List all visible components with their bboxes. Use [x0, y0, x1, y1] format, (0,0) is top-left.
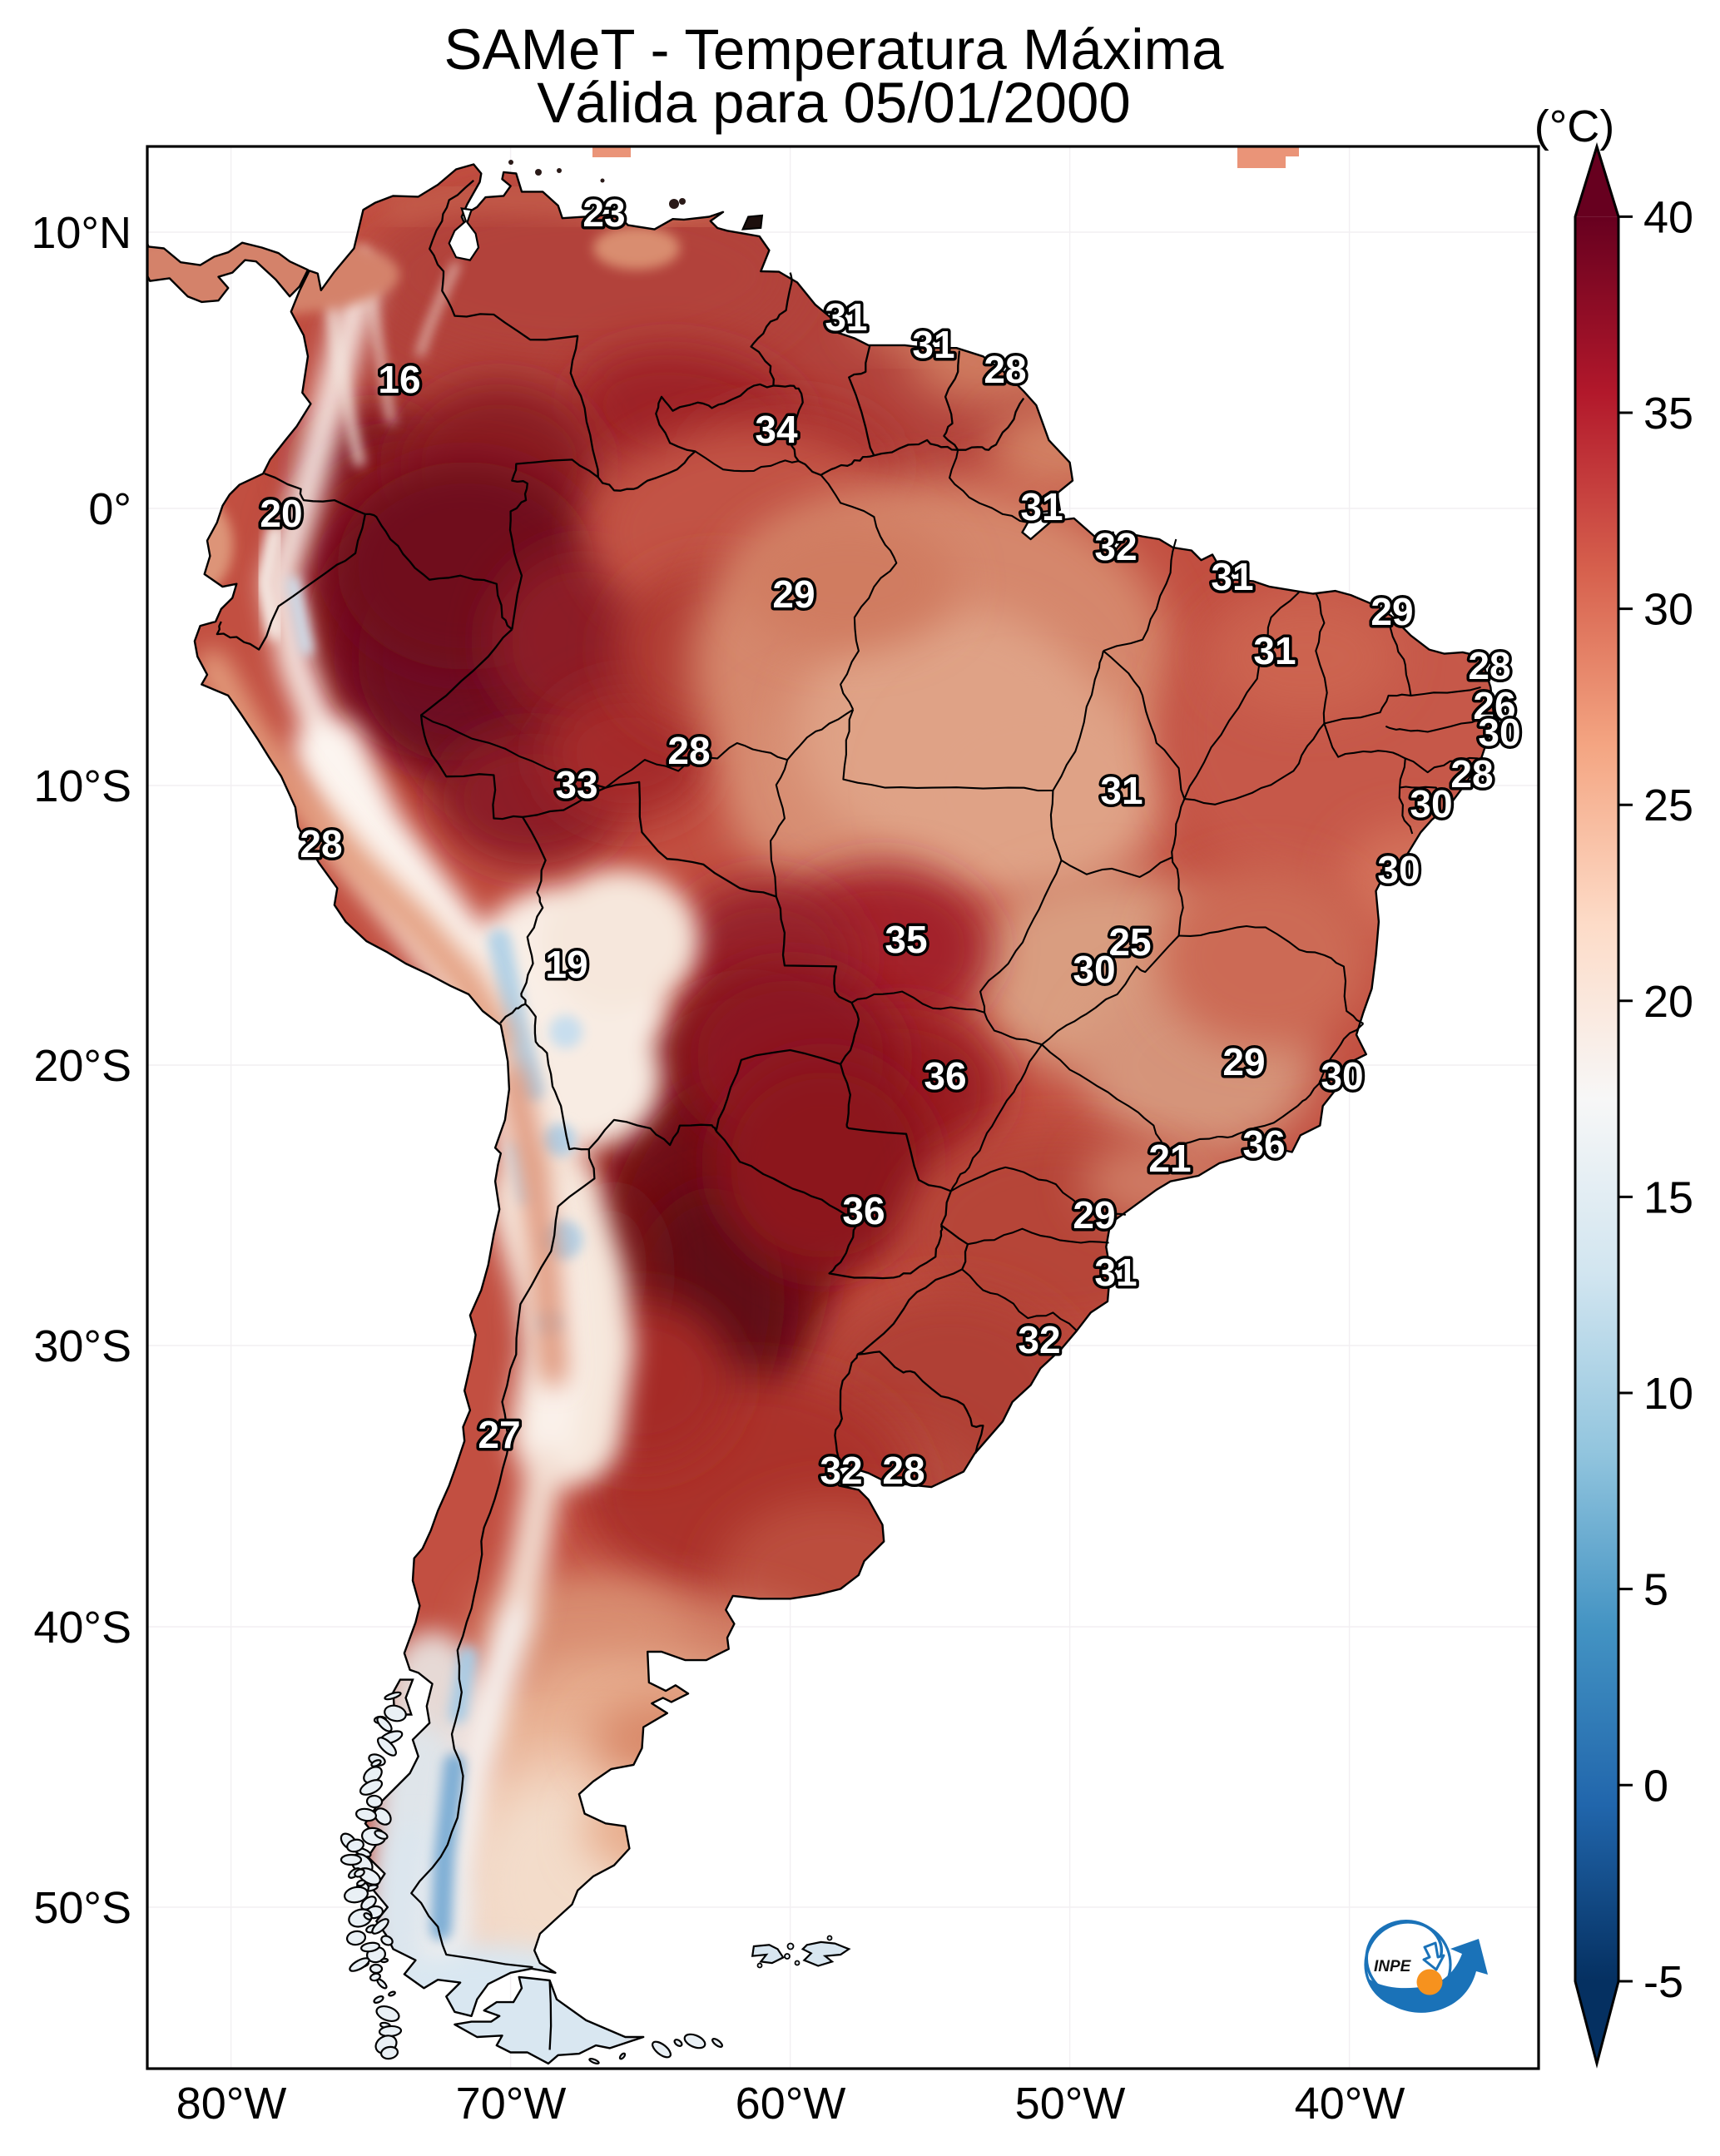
svg-text:50°S: 50°S [33, 1883, 131, 1933]
svg-text:31: 31 [1253, 629, 1296, 672]
svg-text:31: 31 [1020, 485, 1063, 528]
svg-text:SAMeT - Temperatura Máxima: SAMeT - Temperatura Máxima [444, 17, 1225, 82]
svg-text:20°S: 20°S [33, 1041, 131, 1091]
svg-text:Válida para 05/01/2000: Válida para 05/01/2000 [537, 71, 1131, 135]
svg-text:36: 36 [842, 1189, 885, 1232]
svg-text:28: 28 [1450, 752, 1493, 795]
svg-text:30: 30 [1073, 948, 1115, 991]
svg-text:20: 20 [260, 492, 302, 535]
svg-text:40°W: 40°W [1295, 2079, 1405, 2129]
svg-text:28: 28 [882, 1449, 924, 1492]
svg-text:25: 25 [1643, 781, 1693, 830]
svg-text:30: 30 [1643, 585, 1693, 635]
svg-text:70°W: 70°W [456, 2079, 567, 2129]
svg-text:36: 36 [1242, 1123, 1285, 1166]
svg-text:23: 23 [582, 191, 625, 235]
svg-text:28: 28 [300, 822, 342, 865]
svg-text:19: 19 [545, 943, 587, 986]
svg-text:5: 5 [1643, 1565, 1668, 1615]
svg-text:29: 29 [772, 572, 815, 616]
svg-text:30°S: 30°S [33, 1321, 131, 1371]
svg-text:31: 31 [1211, 555, 1253, 598]
svg-text:29: 29 [1371, 590, 1413, 633]
svg-text:28: 28 [984, 348, 1026, 391]
svg-text:34: 34 [755, 408, 798, 451]
svg-text:28: 28 [667, 729, 710, 772]
svg-text:30: 30 [1478, 711, 1520, 754]
svg-text:40°S: 40°S [33, 1603, 131, 1653]
svg-text:32: 32 [1094, 525, 1137, 568]
svg-text:80°W: 80°W [176, 2079, 287, 2129]
svg-text:31: 31 [1100, 769, 1143, 812]
svg-text:30: 30 [1321, 1054, 1363, 1098]
svg-text:29: 29 [1073, 1193, 1115, 1237]
svg-text:35: 35 [1643, 389, 1693, 439]
svg-text:35: 35 [885, 918, 927, 961]
svg-text:32: 32 [1018, 1318, 1060, 1361]
svg-text:0: 0 [1643, 1761, 1668, 1811]
svg-text:40: 40 [1643, 192, 1693, 242]
svg-text:50°W: 50°W [1015, 2079, 1126, 2129]
svg-text:36: 36 [924, 1054, 966, 1098]
svg-text:29: 29 [1222, 1040, 1265, 1083]
svg-text:30: 30 [1377, 848, 1420, 891]
svg-text:31: 31 [912, 323, 954, 366]
svg-text:20: 20 [1643, 977, 1693, 1027]
svg-text:32: 32 [820, 1449, 862, 1492]
svg-text:31: 31 [825, 295, 867, 339]
svg-text:28: 28 [1468, 644, 1510, 687]
svg-text:26: 26 [1473, 684, 1515, 727]
svg-text:33: 33 [555, 763, 597, 806]
svg-text:25: 25 [1108, 920, 1151, 964]
svg-text:10°S: 10°S [33, 761, 131, 811]
svg-text:16: 16 [378, 358, 420, 401]
svg-text:15: 15 [1643, 1172, 1693, 1222]
svg-text:60°W: 60°W [736, 2079, 846, 2129]
svg-text:INPE: INPE [1374, 1958, 1412, 1975]
svg-text:0°: 0° [88, 484, 131, 534]
svg-text:21: 21 [1148, 1137, 1191, 1180]
svg-text:10°N: 10°N [31, 208, 131, 258]
svg-text:(°C): (°C) [1534, 102, 1615, 151]
svg-text:31: 31 [1094, 1251, 1137, 1294]
svg-text:27: 27 [478, 1413, 520, 1456]
svg-text:10: 10 [1643, 1369, 1693, 1419]
svg-text:-5: -5 [1643, 1957, 1683, 2007]
svg-text:30: 30 [1410, 782, 1452, 825]
